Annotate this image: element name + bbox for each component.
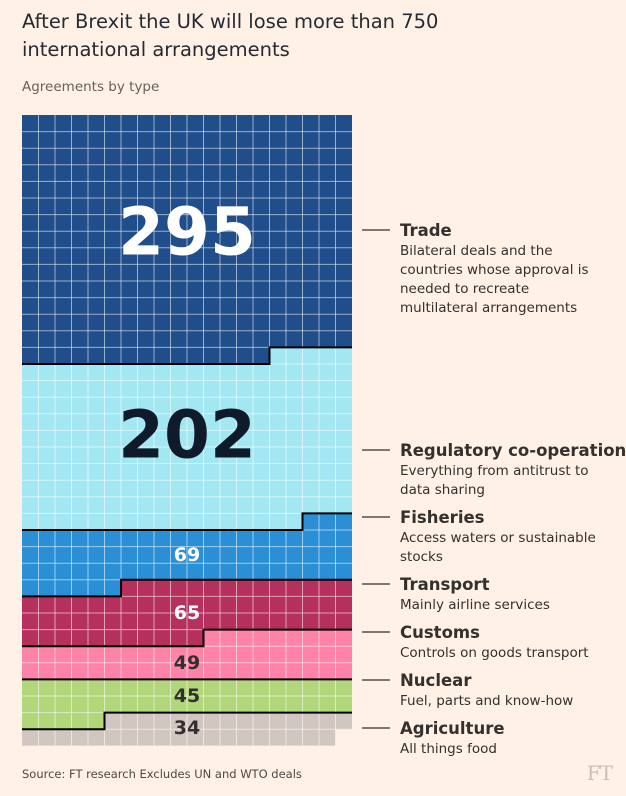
legend-description-trade: Bilateral deals and the countries whose a… [400, 243, 589, 316]
legend-name-transport: Transport [400, 575, 490, 594]
chart-subtitle: Agreements by type [22, 79, 160, 95]
legend-description-regulatory-co-operation: Everything from antitrust to data sharing [400, 463, 589, 498]
legend-description-fisheries: Access waters or sustainable stocks [400, 530, 596, 565]
value-label-fisheries: 69 [174, 544, 200, 566]
value-label-customs: 49 [174, 652, 200, 674]
boundary-line [22, 628, 352, 648]
value-label-transport: 65 [174, 602, 200, 624]
value-label-regulatory-co-operation: 202 [118, 397, 256, 474]
boundary-line [22, 578, 352, 598]
block-trade [22, 115, 352, 364]
legend-description-customs: Controls on goods transport [400, 645, 589, 661]
legend-name-customs: Customs [400, 623, 480, 642]
legend-name-nuclear: Nuclear [400, 671, 472, 690]
legend-name-regulatory-co-operation: Regulatory co-operation [400, 441, 626, 460]
block-regulatory-co-operation [22, 347, 352, 530]
legend-name-trade: Trade [400, 221, 452, 240]
ft-logo: FT [586, 761, 613, 785]
legend-description-nuclear: Fuel, parts and know-how [400, 693, 573, 709]
legend-description-transport: Mainly airline services [400, 597, 550, 613]
boundary-line [22, 711, 352, 731]
legend-name-agriculture: Agriculture [400, 719, 505, 738]
source-note: Source: FT research Excludes UN and WTO … [22, 767, 302, 781]
legend-description-agriculture: All things food [400, 741, 497, 757]
value-label-trade: 295 [118, 194, 256, 271]
value-label-nuclear: 45 [174, 685, 200, 707]
boundary-line [22, 512, 352, 531]
waffle-chart: 295 Trade Bilateral deals and the countries… [22, 115, 626, 757]
legend-name-fisheries: Fisheries [400, 508, 485, 527]
boundary-line [22, 346, 352, 365]
chart-title: After Brexit the UK will lose more than … [22, 10, 439, 61]
value-label-agriculture: 34 [174, 717, 200, 739]
